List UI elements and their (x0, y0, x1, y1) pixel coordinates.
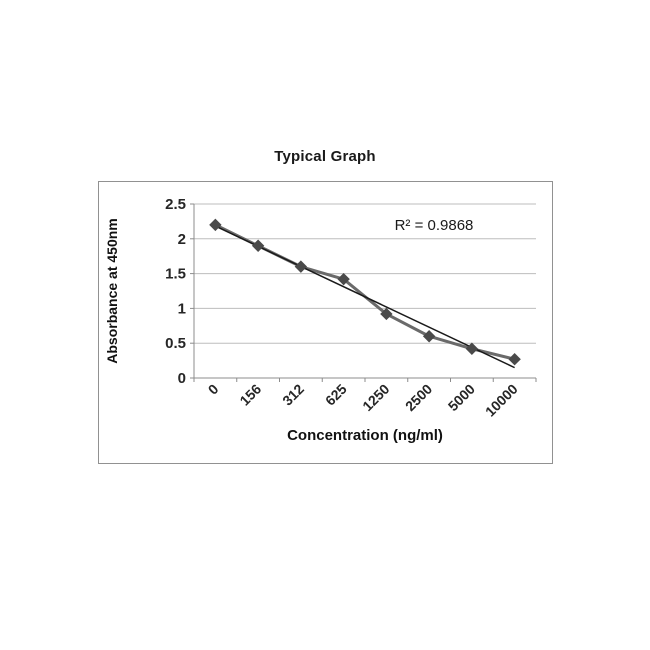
data-point-marker (251, 239, 264, 252)
x-tick-label: 10000 (481, 381, 520, 420)
data-point-marker (507, 353, 521, 366)
data-point-marker (294, 260, 307, 273)
x-tick-label: 5000 (444, 381, 477, 414)
y-tick-label: 1.5 (165, 266, 186, 283)
x-tick-label: 625 (321, 381, 349, 409)
y-tick-label: 0 (177, 370, 185, 387)
y-axis-title: Absorbance at 450nm (104, 218, 120, 364)
data-point-marker (336, 272, 350, 286)
chart-panel: 0 0.5 1 1.5 2 2.5 0 156 312 625 1250 2500 5000 10000 … (97, 181, 553, 464)
data-point-marker (379, 307, 393, 321)
x-tick-label: 156 (236, 381, 264, 409)
y-tick-label: 2 (177, 231, 185, 248)
x-tick-label: 312 (279, 381, 307, 409)
figure-page: Typical Graph 0 0.5 1 1.5 2 2.5 0 156 312 625 1250… (97, 148, 553, 464)
x-tick-label: 2500 (401, 381, 434, 414)
y-tick-label: 0.5 (165, 335, 186, 352)
y-tick-label: 1 (177, 300, 185, 317)
r-squared-annotation: R² = 0.9868 (394, 217, 473, 234)
x-axis-title: Concentration (ng/ml) (287, 427, 443, 444)
data-point-marker (208, 218, 222, 232)
data-point-marker (422, 330, 435, 343)
y-tick-label: 2.5 (165, 196, 186, 213)
line-chart: 00.511.522.50 156 312 625 1250 2500 5000 10000 … (104, 196, 536, 444)
x-tick-label: 1250 (359, 381, 392, 414)
trendline (214, 225, 515, 369)
x-tick-label: 0 (204, 381, 221, 398)
chart-title: Typical Graph (274, 148, 376, 165)
plot-area: 0 0.5 1 1.5 2 2.5 0 156 312 625 1250 2500 5000 10000 (165, 196, 536, 420)
data-point-marker (465, 342, 478, 355)
